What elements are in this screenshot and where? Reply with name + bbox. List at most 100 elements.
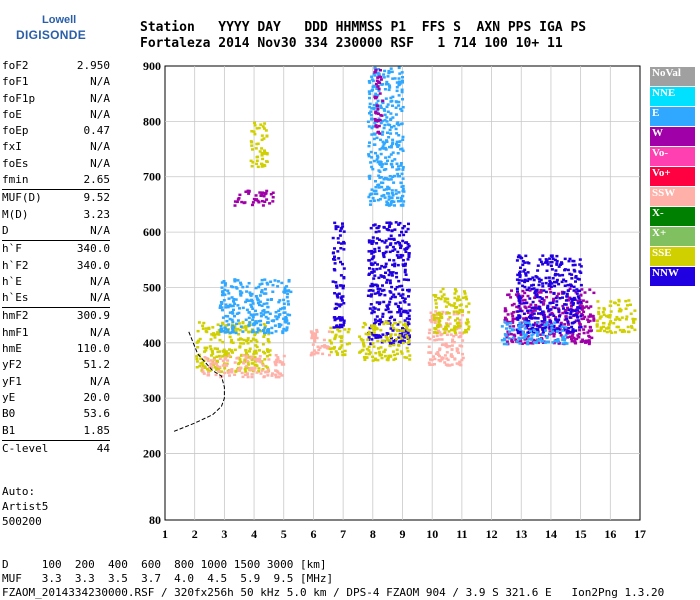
echo-point xyxy=(380,194,384,198)
echo-point xyxy=(514,293,518,296)
echo-point xyxy=(236,279,240,282)
echo-point xyxy=(368,102,372,106)
echo-point xyxy=(540,312,543,315)
echo-point xyxy=(519,333,523,336)
echo-point xyxy=(541,282,545,285)
echo-point xyxy=(370,257,374,261)
echo-point xyxy=(379,292,383,296)
echo-point xyxy=(517,304,521,308)
echo-point xyxy=(407,334,411,337)
echo-point xyxy=(404,230,408,233)
echo-point xyxy=(230,296,234,299)
echo-point xyxy=(376,104,379,107)
echo-point xyxy=(380,341,384,344)
echo-point xyxy=(233,348,237,352)
echo-point xyxy=(197,353,201,357)
echo-point xyxy=(367,349,371,352)
echo-point xyxy=(277,372,281,375)
echo-point xyxy=(379,320,383,324)
echo-point xyxy=(390,70,394,74)
echo-point xyxy=(405,346,409,350)
echo-point xyxy=(393,353,397,357)
echo-point xyxy=(557,310,561,313)
echo-point xyxy=(266,283,270,286)
echo-point xyxy=(233,361,237,364)
echo-point xyxy=(546,304,550,308)
echo-point xyxy=(627,299,631,302)
echo-point xyxy=(402,340,406,343)
echo-point xyxy=(532,331,536,335)
echo-point xyxy=(263,311,267,314)
echo-point xyxy=(247,311,251,314)
echo-point xyxy=(633,318,637,321)
echo-point xyxy=(219,324,223,328)
echo-point xyxy=(261,204,265,207)
echo-point xyxy=(398,285,402,288)
echo-point xyxy=(543,317,546,321)
echo-point xyxy=(506,293,510,297)
echo-point xyxy=(396,121,400,124)
echo-point xyxy=(523,327,527,330)
echo-point xyxy=(508,325,512,328)
echo-point xyxy=(239,283,243,286)
echo-point xyxy=(543,315,547,319)
echo-point xyxy=(519,309,523,313)
echo-point xyxy=(368,307,372,310)
echo-point xyxy=(255,162,259,166)
echo-point xyxy=(373,357,377,361)
echo-point xyxy=(222,299,226,302)
echo-point xyxy=(334,333,338,337)
param-row: B0 53.6 xyxy=(2,406,110,422)
echo-point xyxy=(223,331,227,334)
echo-point xyxy=(443,300,447,303)
echo-point xyxy=(248,330,252,333)
echo-point xyxy=(374,96,377,100)
echo-point xyxy=(515,259,519,262)
echo-point xyxy=(632,319,635,322)
echo-point xyxy=(584,341,587,344)
echo-point xyxy=(547,309,551,312)
echo-point xyxy=(367,154,371,158)
echo-point xyxy=(252,368,256,372)
echo-point xyxy=(245,354,249,358)
echo-point xyxy=(625,315,629,318)
echo-point xyxy=(375,192,379,196)
echo-point xyxy=(258,303,261,307)
echo-point xyxy=(312,353,316,356)
echo-point xyxy=(249,294,253,297)
echo-point xyxy=(287,303,290,306)
echo-point xyxy=(263,152,267,155)
echo-point xyxy=(397,134,401,137)
echo-point xyxy=(405,317,409,320)
echo-point xyxy=(526,288,530,292)
echo-point xyxy=(407,244,411,248)
echo-point xyxy=(390,192,394,195)
echo-point xyxy=(541,327,545,330)
echo-point xyxy=(259,361,263,364)
echo-point xyxy=(530,287,534,291)
echo-point xyxy=(242,362,246,365)
echo-point xyxy=(388,279,392,282)
echo-point xyxy=(381,252,385,255)
echo-point xyxy=(439,297,443,301)
echo-point xyxy=(389,178,393,181)
echo-point xyxy=(393,248,397,251)
echo-point xyxy=(465,305,469,308)
echo-point xyxy=(569,302,573,305)
echo-point xyxy=(387,178,391,181)
echo-point xyxy=(523,305,527,308)
echo-point xyxy=(576,319,580,322)
echo-point xyxy=(400,284,404,288)
echo-point xyxy=(458,324,462,328)
echo-point xyxy=(322,338,326,342)
echo-point xyxy=(446,297,450,301)
echo-point xyxy=(387,303,391,306)
echo-point xyxy=(262,292,266,295)
echo-point xyxy=(389,112,393,115)
echo-point xyxy=(389,96,393,100)
echo-point xyxy=(251,203,254,207)
echo-point xyxy=(378,318,382,322)
echo-point xyxy=(555,259,559,263)
echo-point xyxy=(282,306,286,309)
echo-point xyxy=(338,234,342,237)
